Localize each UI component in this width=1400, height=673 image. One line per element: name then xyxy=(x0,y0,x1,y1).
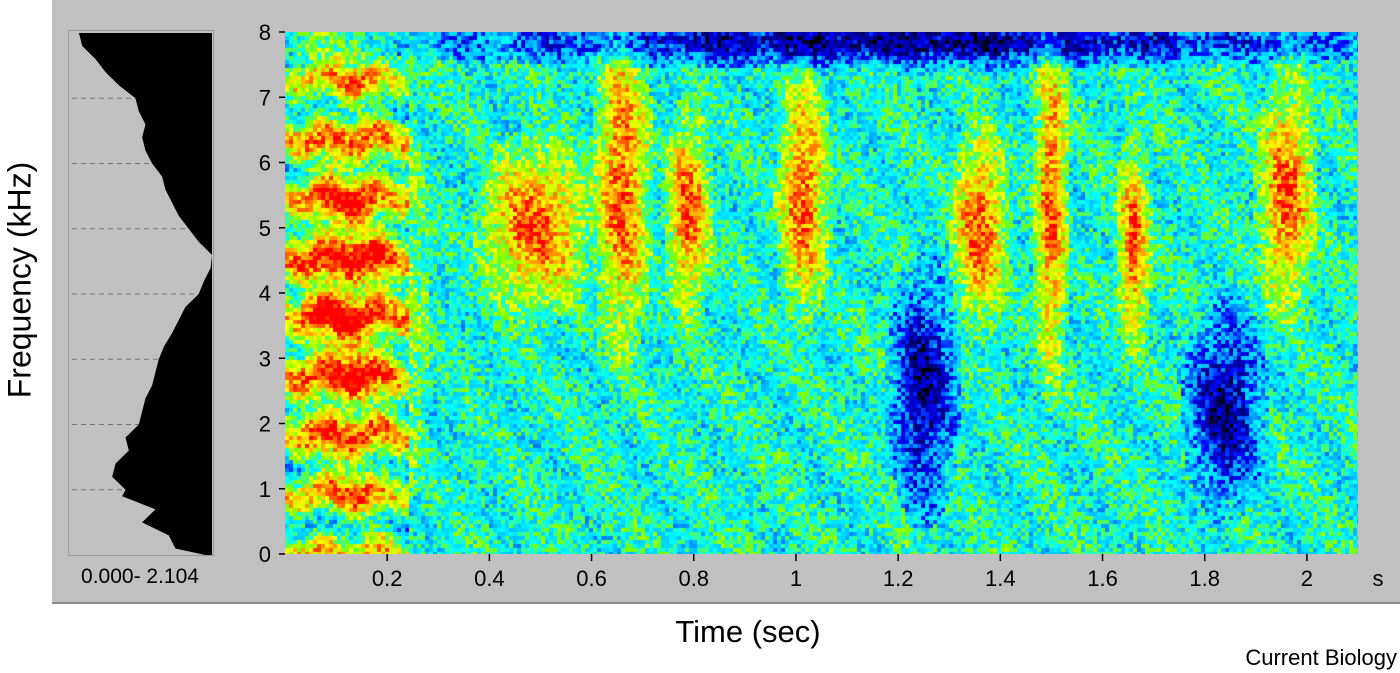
x-axis-title: Time (sec) xyxy=(675,614,821,649)
x-unit-label: s xyxy=(1373,566,1384,591)
x-tick-label: 1.8 xyxy=(1189,566,1220,591)
y-tick-label: 4 xyxy=(259,281,271,306)
x-tick-label: 1.2 xyxy=(883,566,914,591)
y-axis-title: Frequency (kHz) xyxy=(1,161,38,399)
x-tick-label: 2 xyxy=(1301,566,1313,591)
y-tick-label: 1 xyxy=(259,477,271,502)
x-tick-label: 0.6 xyxy=(576,566,607,591)
y-tick-label: 2 xyxy=(259,412,271,437)
y-tick-label: 0 xyxy=(259,542,271,567)
power-range-label: 0.000- 2.104 xyxy=(81,565,199,588)
y-tick-label: 3 xyxy=(259,346,271,371)
spectrogram-panel xyxy=(285,32,1358,554)
x-tick-label: 1 xyxy=(790,566,802,591)
y-tick-label: 8 xyxy=(259,20,271,45)
spectrogram-heatmap xyxy=(285,32,1358,554)
x-tick-label: 0.2 xyxy=(372,566,403,591)
y-tick-label: 5 xyxy=(259,216,271,241)
x-tick-label: 0.8 xyxy=(678,566,709,591)
x-tick-label: 1.4 xyxy=(985,566,1016,591)
power-spectrum-area xyxy=(78,33,212,555)
power-spectrum-panel xyxy=(68,30,214,556)
power-spectrum-plot xyxy=(72,33,212,555)
y-tick-label: 7 xyxy=(259,85,271,110)
y-tick-label: 6 xyxy=(259,151,271,176)
credit-label: Current Biology xyxy=(1245,645,1397,670)
x-tick-label: 0.4 xyxy=(474,566,505,591)
x-tick-label: 1.6 xyxy=(1087,566,1118,591)
